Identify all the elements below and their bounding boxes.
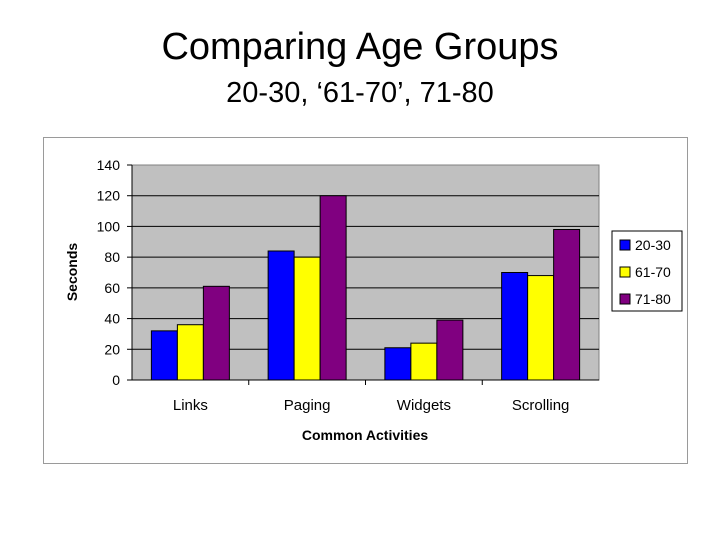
y-tick-label: 120 — [97, 188, 121, 204]
bars — [150, 195, 581, 381]
bar-links-20-30 — [150, 330, 178, 381]
slide-title: Comparing Age Groups — [161, 26, 559, 68]
y-tick-label: 20 — [104, 341, 120, 357]
y-tick-label: 80 — [104, 249, 120, 265]
x-axis-title: Common Activities — [302, 427, 428, 443]
x-tick-label: Paging — [284, 397, 331, 414]
legend: 20-30 61-70 71-80 — [611, 230, 683, 312]
legend-label: 71-80 — [635, 291, 671, 307]
bar-widgets-20-30 — [384, 347, 412, 381]
legend-swatch — [619, 293, 631, 305]
bar-scrolling-61-70 — [527, 275, 555, 381]
bar-paging-71-80 — [319, 195, 347, 381]
legend-swatch — [619, 266, 631, 278]
bar-links-61-70 — [176, 324, 204, 381]
x-tick-label: Scrolling — [512, 397, 570, 414]
legend-swatch — [619, 239, 631, 251]
bar-scrolling-20-30 — [501, 272, 529, 381]
x-tick-label: Links — [173, 397, 208, 414]
slide-subtitle: 20-30, ‘61-70’, 71-80 — [226, 77, 494, 109]
bar-paging-61-70 — [293, 256, 321, 381]
y-tick-label: 0 — [112, 372, 120, 388]
y-axis-title: Seconds — [64, 243, 80, 302]
x-tick-label: Widgets — [397, 397, 451, 414]
legend-label: 61-70 — [635, 264, 671, 280]
y-tick-label: 140 — [97, 157, 121, 173]
bar-scrolling-71-80 — [553, 229, 581, 381]
bar-widgets-71-80 — [436, 319, 464, 381]
bar-widgets-61-70 — [410, 342, 438, 381]
bar-paging-20-30 — [267, 250, 295, 381]
y-tick-label: 60 — [104, 280, 120, 296]
y-tick-label: 40 — [104, 311, 120, 327]
bar-links-71-80 — [202, 285, 230, 381]
legend-label: 20-30 — [635, 237, 671, 253]
y-tick-label: 100 — [97, 218, 121, 234]
axes: 0 20 40 60 80 100 120 140 Links Paging Widgets Scro… — [97, 157, 599, 414]
